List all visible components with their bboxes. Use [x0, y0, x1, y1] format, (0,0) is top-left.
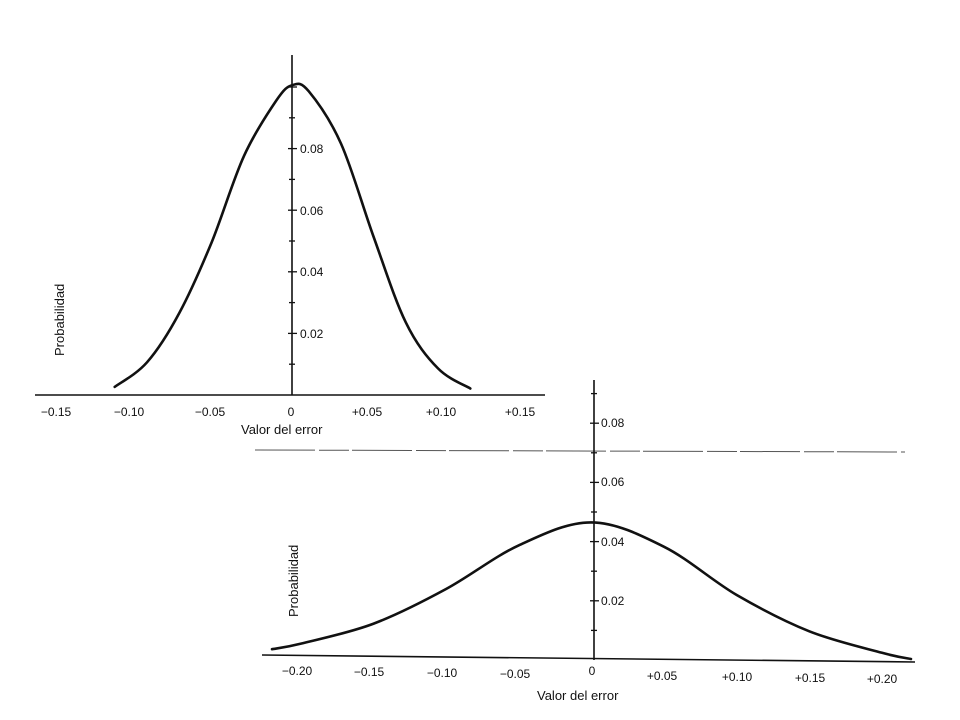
chart-1: −0.15 −0.10 −0.05 0 +0.05 +0.10 +0.15 0.…	[35, 55, 545, 437]
chart-2-x-tick-label: 0	[589, 664, 596, 678]
chart-2-x-tick-label: −0.20	[282, 664, 313, 678]
chart-1-x-tick-label: +0.15	[505, 405, 536, 419]
chart-2-x-tick-label: −0.05	[500, 667, 531, 681]
chart-1-x-tick-label: 0	[288, 405, 295, 419]
chart-2-x-axis	[261, 654, 916, 663]
chart-2: −0.20 −0.15 −0.10 −0.05 0 +0.05 +0.10 +0…	[261, 380, 916, 703]
guide-line	[254, 449, 906, 453]
chart-2-series-line	[270, 521, 913, 661]
chart-1-x-tick-label: −0.15	[41, 405, 72, 419]
chart-2-y-tick-label: 0.08	[601, 416, 625, 430]
chart-2-x-tick-label: +0.10	[722, 670, 753, 684]
chart-1-y-tick-label: 0.06	[300, 204, 324, 218]
chart-2-y-tick-label: 0.02	[601, 594, 625, 608]
chart-1-x-tick-labels: −0.15 −0.10 −0.05 0 +0.05 +0.10 +0.15	[41, 405, 536, 419]
chart-2-y-tick-label: 0.06	[601, 475, 625, 489]
chart-1-series-line	[113, 82, 472, 390]
chart-2-y-tick-label: 0.04	[601, 535, 625, 549]
chart-1-x-tick-label: −0.05	[195, 405, 226, 419]
chart-1-y-tick-labels: 0.02 0.04 0.06 0.08	[300, 142, 324, 341]
chart-2-x-tick-label: −0.15	[354, 665, 385, 679]
chart-1-y-axis-title: Probabilidad	[52, 284, 67, 356]
chart-2-x-tick-label: −0.10	[427, 666, 458, 680]
chart-2-y-tick-labels: 0.02 0.04 0.06 0.08	[601, 416, 625, 608]
chart-2-y-ticks	[590, 392, 599, 632]
chart-2-x-tick-labels: −0.20 −0.15 −0.10 −0.05 0 +0.05 +0.10 +0…	[282, 664, 898, 686]
chart-1-x-tick-label: +0.10	[426, 405, 457, 419]
chart-1-x-tick-label: −0.10	[114, 405, 145, 419]
chart-1-x-tick-label: +0.05	[352, 405, 383, 419]
chart-1-y-tick-label: 0.08	[300, 142, 324, 156]
chart-2-x-tick-label: +0.05	[647, 669, 678, 683]
chart-2-x-axis-title: Valor del error	[537, 688, 619, 703]
chart-1-x-axis-title: Valor del error	[241, 422, 323, 437]
chart-2-x-tick-label: +0.20	[867, 672, 898, 686]
chart-2-y-axis-title: Probabilidad	[286, 545, 301, 617]
chart-1-y-tick-label: 0.04	[300, 265, 324, 279]
chart-2-x-tick-label: +0.15	[795, 671, 826, 685]
chart-1-y-tick-label: 0.02	[300, 327, 324, 341]
